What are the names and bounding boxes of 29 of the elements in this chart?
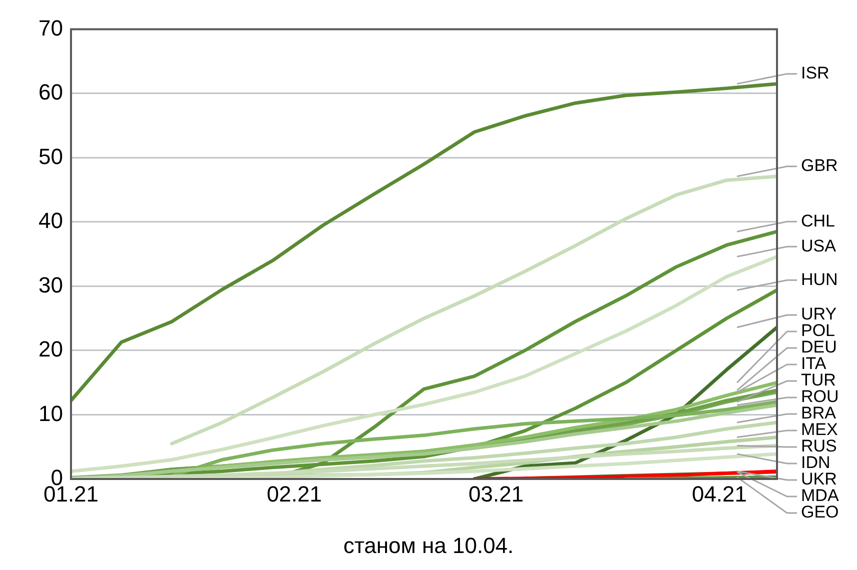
x-tick-label: 03.21 xyxy=(468,481,524,506)
y-tick-label: 10 xyxy=(38,400,63,426)
series-label: MEX xyxy=(801,420,838,440)
series-label: MDA xyxy=(801,486,840,506)
series-label: CHL xyxy=(801,211,836,230)
series-label: IDN xyxy=(801,453,830,472)
x-tick-label: 02.21 xyxy=(266,481,322,506)
text: DEU xyxy=(801,338,837,357)
text: POL xyxy=(801,321,836,340)
text: GEO xyxy=(801,502,839,522)
y-tick-label: 20 xyxy=(38,336,63,362)
series-label: ITA xyxy=(801,354,827,374)
y-tick-label: 60 xyxy=(38,80,63,105)
series-label: TUR xyxy=(801,370,836,390)
series-label: ROU xyxy=(801,387,839,406)
series-label: GBR xyxy=(801,156,838,176)
series-label: BRA xyxy=(801,404,837,423)
series-label: URY xyxy=(801,304,837,324)
series-label: ISR xyxy=(801,64,830,83)
x-tick-label: 04.21 xyxy=(692,481,747,506)
text: станом на 10.04. xyxy=(342,533,515,559)
y-tick-label: 30 xyxy=(38,272,63,298)
series-label: USA xyxy=(801,236,837,256)
series-label: UKR xyxy=(801,470,837,489)
y-tick-label: 50 xyxy=(38,144,63,169)
y-tick-label: 40 xyxy=(38,208,63,234)
y-tick-label: 70 xyxy=(38,15,63,40)
series-label: HUN xyxy=(801,270,838,289)
series-label: RUS xyxy=(801,436,837,456)
